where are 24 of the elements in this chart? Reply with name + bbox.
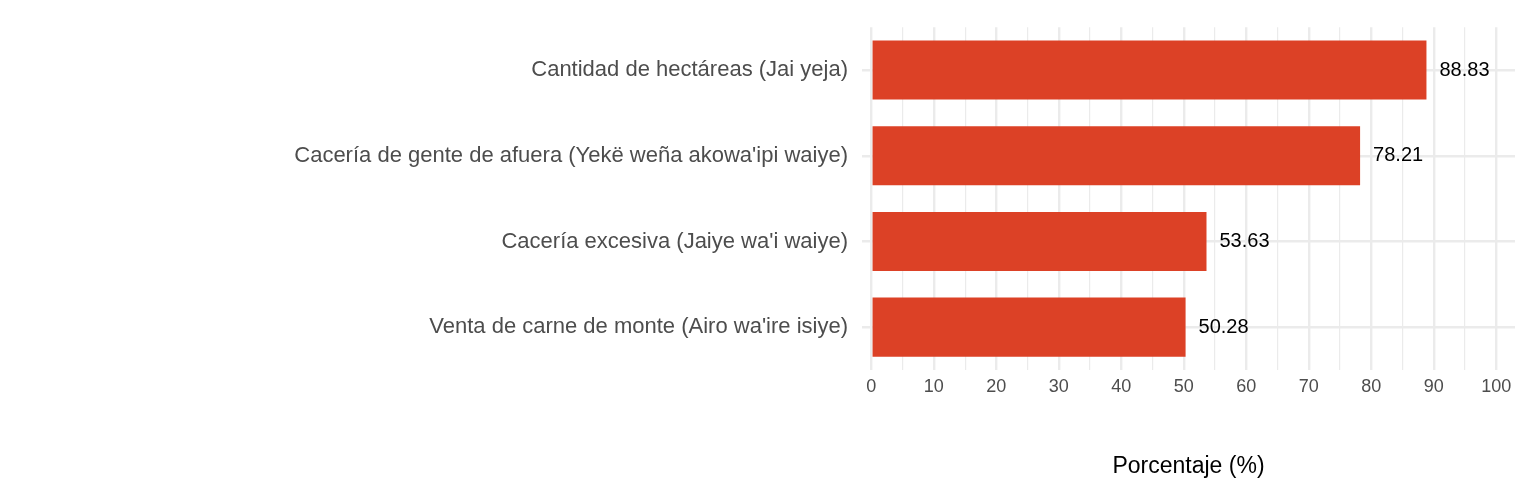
x-tick-label: 20: [986, 375, 1007, 396]
x-tick-label: 40: [1111, 375, 1132, 396]
y-tick-label: Cantidad de hectáreas (Jai yeja): [531, 56, 848, 82]
x-tick-label: 80: [1361, 375, 1382, 396]
x-tick-label: 30: [1048, 375, 1069, 396]
x-axis-title: Porcentaje (%): [1112, 451, 1265, 478]
bar: [872, 297, 1186, 357]
data-label: 78.21: [1373, 143, 1424, 166]
x-tick-label: 60: [1236, 375, 1257, 396]
bar: [872, 211, 1207, 272]
x-tick-label: 90: [1423, 375, 1444, 396]
data-label: 88.83: [1439, 57, 1490, 80]
x-tick-label: 0: [866, 375, 877, 396]
x-tick-label: 70: [1298, 375, 1319, 396]
y-tick-label: Cacería excesiva (Jaiye wa'i waiye): [501, 227, 848, 253]
x-tick-label: 10: [923, 375, 944, 396]
x-tick-label: 50: [1173, 375, 1194, 396]
data-label: 53.63: [1219, 228, 1270, 251]
bar: [872, 126, 1361, 186]
bar: [872, 40, 1427, 100]
y-tick-label: Venta de carne de monte (Airo wa'ire isiye): [429, 313, 848, 339]
x-tick-label: 100: [1481, 375, 1512, 396]
y-tick-label: Cacería de gente de afuera (Yekë weña akowa'ipi waiye): [294, 141, 848, 167]
data-label: 50.28: [1198, 314, 1249, 337]
